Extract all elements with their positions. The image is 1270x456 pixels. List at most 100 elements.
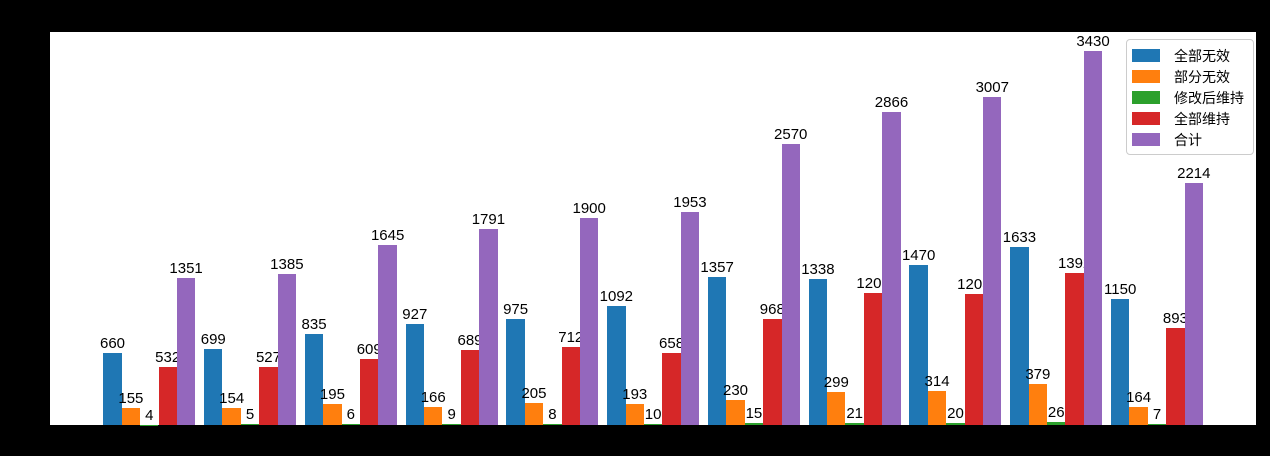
bar-series0-group0 — [103, 352, 122, 425]
bar-series2-group7 — [845, 422, 864, 425]
bar-value-label-series4-group6: 2570 — [774, 126, 808, 144]
bar-series0-group2 — [304, 333, 324, 425]
bar-value-label-series2-group5: 10 — [644, 405, 662, 423]
bar-series2-group4 — [543, 424, 562, 425]
bar-value-label-series3-group8: 1203 — [957, 275, 991, 293]
bar-value-label-series2-group10: 7 — [1152, 406, 1162, 424]
bar-value-label-series2-group4: 8 — [548, 406, 557, 424]
bar-series0-group4 — [506, 318, 525, 425]
bar-series1-group3 — [424, 406, 443, 425]
bar-series0-group5 — [607, 305, 626, 425]
bar-series1-group1 — [222, 408, 241, 425]
bar-value-label-series1-group6: 230 — [723, 381, 749, 399]
bar-value-label-series2-group1: 5 — [245, 406, 255, 424]
bar-series1-group4 — [524, 402, 544, 425]
bar-value-label-series4-group2: 1645 — [370, 227, 405, 245]
bar-value-label-series4-group1: 1385 — [270, 255, 304, 273]
bar-value-label-series1-group4: 205 — [521, 384, 547, 402]
bar-value-label-series4-group3: 1791 — [471, 211, 506, 229]
bar-series2-group6 — [744, 423, 764, 425]
bar-series4-group1 — [277, 273, 297, 425]
bar-series0-group9 — [1010, 246, 1029, 425]
bar-value-label-series4-group8: 3007 — [975, 78, 1009, 96]
bar-value-label-series1-group8: 314 — [924, 372, 950, 390]
bar-value-label-series0-group2: 835 — [301, 315, 327, 333]
bar-value-label-series3-group7: 1208 — [856, 275, 890, 293]
bar-series2-group3 — [442, 424, 461, 425]
bar-series4-group7 — [882, 112, 901, 425]
legend-label-all-maintained: 全部维持 — [1174, 110, 1230, 127]
legend-item-total: 合计 — [1132, 129, 1247, 150]
bar-series3-group2 — [360, 358, 379, 425]
bar-value-label-series0-group7: 1338 — [801, 260, 835, 278]
bar-value-label-series1-group2: 195 — [319, 385, 345, 403]
legend-swatch-all-maintained — [1132, 112, 1160, 125]
bar-series2-group9 — [1047, 422, 1066, 425]
bar-value-label-series1-group3: 166 — [420, 388, 446, 406]
bar-value-label-series2-group6: 15 — [745, 405, 763, 423]
bar-value-label-series3-group10: 893 — [1162, 309, 1188, 327]
bar-value-label-series0-group3: 927 — [402, 305, 428, 323]
bar-series3-group3 — [460, 349, 480, 425]
bar-series2-group10 — [1147, 424, 1167, 425]
bar-value-label-series3-group6: 968 — [759, 301, 785, 319]
bar-series2-group1 — [240, 424, 260, 425]
bar-value-label-series2-group7: 21 — [846, 404, 864, 422]
bar-value-label-series3-group4: 712 — [558, 329, 584, 347]
bar-value-label-series4-group0: 1351 — [169, 259, 203, 277]
bar-value-label-series1-group7: 299 — [823, 374, 849, 392]
bar-value-label-series3-group2: 609 — [356, 340, 382, 358]
bar-value-label-series3-group5: 658 — [659, 335, 685, 353]
bar-value-label-series0-group8: 1470 — [901, 246, 936, 264]
bar-value-label-series3-group1: 527 — [255, 349, 281, 367]
bar-value-label-series0-group9: 1633 — [1002, 228, 1037, 246]
bar-series3-group4 — [561, 347, 580, 425]
bar-series1-group8 — [927, 390, 947, 425]
bar-value-label-series2-group0: 4 — [145, 406, 154, 424]
legend-item-partial-invalid: 部分无效 — [1132, 66, 1247, 87]
bar-value-label-series2-group2: 6 — [346, 406, 355, 424]
bar-value-label-series0-group10: 1150 — [1104, 281, 1137, 299]
legend-item-maintained-after-amendment: 修改后维持 — [1132, 87, 1247, 108]
bar-series1-group0 — [121, 408, 141, 425]
bar-value-label-series1-group10: 164 — [1126, 389, 1152, 407]
bar-series4-group10 — [1184, 183, 1203, 425]
bar-series2-group5 — [643, 423, 663, 425]
bar-value-label-series0-group4: 975 — [503, 300, 529, 318]
legend-label-maintained-after-amendment: 修改后维持 — [1174, 89, 1244, 106]
bar-value-label-series3-group0: 532 — [155, 348, 181, 366]
bar-series4-group8 — [983, 96, 1002, 425]
bar-series3-group10 — [1166, 327, 1185, 425]
bar-value-label-series3-group9: 1392 — [1057, 255, 1092, 273]
bar-series3-group8 — [964, 293, 984, 425]
bar-series4-group0 — [176, 277, 196, 425]
bar-value-label-series4-group10: 2214 — [1177, 165, 1211, 183]
bar-series4-group5 — [680, 211, 700, 425]
plot-area: 660 699 835 927 975 1092 1357 1338 1470 1633 1150 1… — [50, 32, 1256, 425]
legend-label-all-invalid: 全部无效 — [1174, 47, 1230, 64]
bar-series1-group7 — [827, 392, 846, 425]
bar-series4-group4 — [579, 217, 599, 425]
bar-series3-group6 — [763, 319, 782, 425]
bar-series4-group2 — [378, 245, 397, 425]
bar-value-label-series0-group1: 699 — [200, 330, 226, 348]
bar-value-label-series4-group9: 3430 — [1076, 32, 1110, 50]
legend-swatch-all-invalid — [1132, 49, 1160, 62]
legend-swatch-maintained-after-amendment — [1132, 91, 1160, 104]
bar-value-label-series2-group9: 26 — [1047, 404, 1065, 422]
bar-series0-group7 — [808, 278, 828, 425]
bar-series3-group0 — [158, 366, 177, 425]
bar-value-label-series2-group3: 9 — [447, 406, 456, 424]
bar-series0-group6 — [707, 276, 727, 425]
legend-item-all-maintained: 全部维持 — [1132, 108, 1247, 129]
bar-series1-group6 — [726, 399, 745, 425]
legend-swatch-partial-invalid — [1132, 70, 1160, 83]
bar-series1-group9 — [1028, 383, 1048, 425]
bar-series3-group9 — [1065, 273, 1084, 425]
bar-series0-group10 — [1111, 299, 1130, 425]
bars-layer: 660 699 835 927 975 1092 1357 1338 1470 1633 1150 1… — [50, 32, 1256, 425]
bar-value-label-series4-group7: 2866 — [874, 94, 909, 112]
bar-value-label-series4-group5: 1953 — [673, 193, 707, 211]
legend-label-total: 合计 — [1174, 131, 1202, 148]
